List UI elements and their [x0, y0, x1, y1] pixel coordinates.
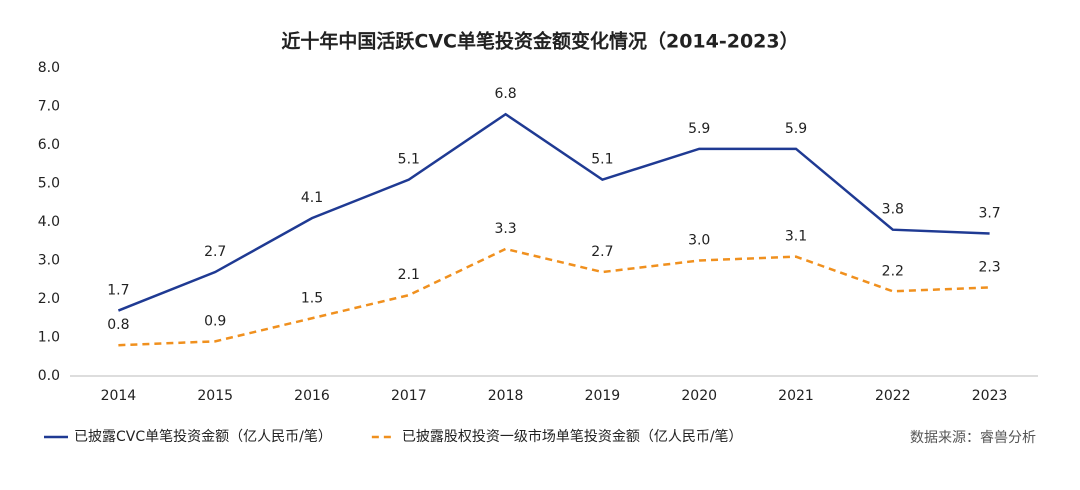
x-tick-label: 2017: [391, 388, 427, 404]
x-tick-label: 2018: [488, 388, 524, 404]
y-tick-label: 7.0: [38, 99, 60, 115]
y-tick-label: 8.0: [38, 60, 60, 76]
legend-label: 已披露股权投资一级市场单笔投资金额（亿人民币/笔）: [402, 428, 743, 445]
y-tick-label: 0.0: [38, 368, 60, 384]
data-label: 3.1: [785, 229, 807, 245]
series-line: [117, 112, 990, 312]
data-label: 0.9: [204, 313, 226, 329]
chart-title: 近十年中国活跃CVC单笔投资金额变化情况（2014-2023）: [281, 30, 798, 53]
y-tick-label: 5.0: [38, 176, 60, 192]
data-label: 4.1: [301, 190, 323, 206]
data-label: 5.1: [398, 152, 420, 168]
data-label: 3.7: [978, 206, 1000, 222]
source-note: 数据来源：睿兽分析: [910, 430, 1036, 446]
y-tick-label: 2.0: [38, 291, 60, 307]
y-tick-label: 3.0: [38, 253, 60, 269]
data-label: 5.9: [785, 121, 807, 137]
x-tick-label: 2022: [875, 388, 911, 404]
series-line: [118, 247, 990, 347]
x-tick-label: 2016: [294, 388, 330, 404]
data-label: 2.3: [978, 259, 1000, 275]
data-label: 5.9: [688, 121, 710, 137]
data-label: 2.7: [204, 244, 226, 260]
y-tick-label: 6.0: [38, 137, 60, 153]
x-tick-label: 2023: [972, 388, 1008, 404]
x-tick-label: 2015: [197, 388, 233, 404]
y-tick-label: 4.0: [38, 214, 60, 230]
data-label: 3.0: [688, 233, 710, 249]
x-tick-label: 2019: [585, 388, 621, 404]
y-tick-label: 1.0: [38, 330, 60, 346]
legend-label: 已披露CVC单笔投资金额（亿人民币/笔）: [74, 429, 332, 445]
data-label: 1.7: [107, 283, 129, 299]
data-label: 6.8: [494, 86, 516, 102]
x-tick-label: 2021: [778, 388, 814, 404]
x-tick-label: 2014: [101, 388, 137, 404]
data-label: 3.3: [494, 221, 516, 237]
data-label: 2.1: [398, 267, 420, 283]
data-label: 0.8: [107, 317, 129, 333]
data-label: 5.1: [591, 152, 613, 168]
data-label: 2.2: [882, 263, 904, 279]
data-label: 3.8: [882, 202, 904, 218]
data-label: 2.7: [591, 244, 613, 260]
x-tick-label: 2020: [681, 388, 717, 404]
data-label: 1.5: [301, 290, 323, 306]
